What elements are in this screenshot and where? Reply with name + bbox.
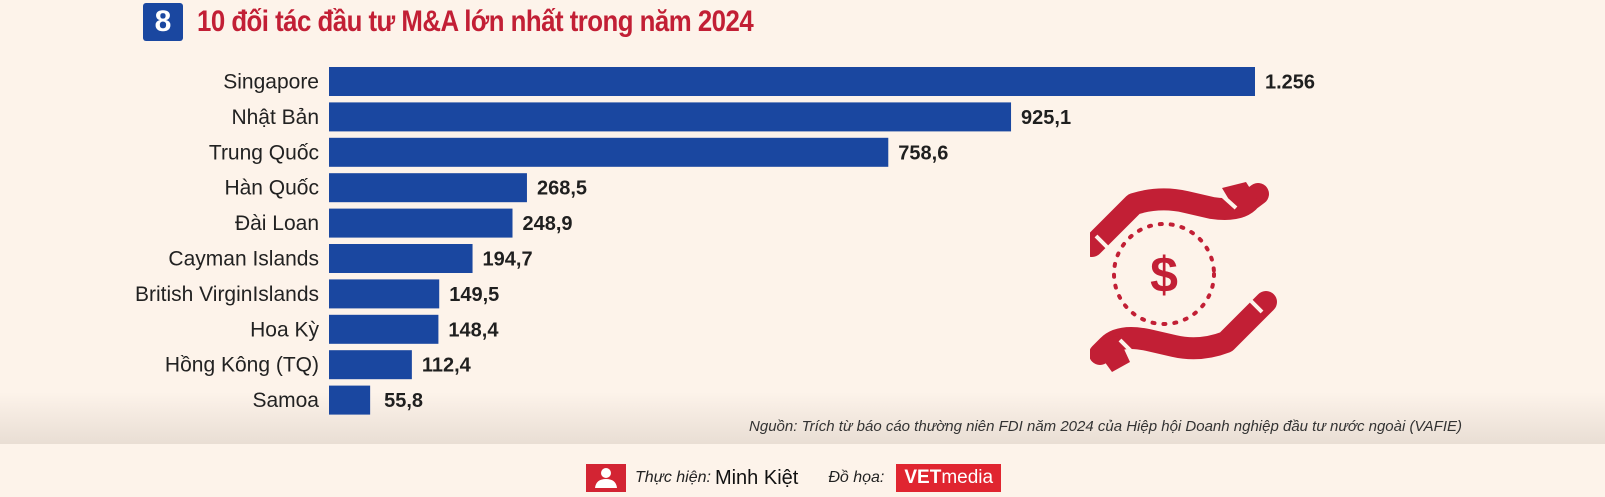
bar xyxy=(329,279,440,309)
footer-shadow xyxy=(0,392,1605,444)
bar xyxy=(329,314,439,344)
category-label: Cayman Islands xyxy=(168,248,319,271)
value-label: 148,4 xyxy=(448,319,499,341)
category-label: Hồng Kông (TQ) xyxy=(165,354,319,377)
bar xyxy=(329,244,473,273)
category-label: Singapore xyxy=(223,71,319,94)
source-note: Nguồn: Trích từ báo cáo thường niên FDI … xyxy=(749,418,1462,435)
value-label: 248,9 xyxy=(523,213,573,235)
credits-footer: Thực hiện: Minh Kiệt Đồ họa: VET media xyxy=(586,462,1002,494)
category-label: Trung Quốc xyxy=(209,141,319,164)
chart-title: 10 đối tác đầu tư M&A lớn nhất trong năm… xyxy=(197,5,754,38)
value-label: 149,5 xyxy=(449,284,499,306)
made-by-label: Thực hiện: xyxy=(635,469,711,486)
category-label: Đài Loan xyxy=(235,212,319,235)
value-label: 194,7 xyxy=(483,249,533,271)
logo-sub: media xyxy=(941,467,994,488)
category-label: Hoa Kỳ xyxy=(250,318,319,341)
bar xyxy=(329,350,412,380)
person-icon xyxy=(586,464,626,492)
value-label: 112,4 xyxy=(422,355,472,377)
chart-number-badge: 8 xyxy=(143,3,183,41)
vetmedia-logo: VET media xyxy=(896,464,1002,492)
svg-text:$: $ xyxy=(1150,247,1178,303)
bar xyxy=(329,173,527,203)
value-label: 1.256 xyxy=(1265,72,1315,94)
value-label: 268,5 xyxy=(537,178,587,200)
bar xyxy=(329,385,371,415)
bar xyxy=(329,102,1012,132)
hands-with-dollar-icon: $ xyxy=(1090,182,1277,372)
value-label: 758,6 xyxy=(898,142,948,164)
bar-chart: Singapore 1.256 Nhật Bản 925,1 Trung Quốc 758… xyxy=(135,67,1315,415)
made-by-name: Minh Kiệt xyxy=(714,466,799,489)
graphics-label: Đồ họa: xyxy=(828,469,885,486)
category-label: Samoa xyxy=(252,389,319,412)
category-label: Nhật Bản xyxy=(231,106,319,129)
bar xyxy=(329,208,513,238)
chart-header: 8 10 đối tác đầu tư M&A lớn nhất trong n… xyxy=(143,2,844,42)
category-label: British VirginIslands xyxy=(135,283,319,306)
category-label: Hàn Quốc xyxy=(224,177,319,200)
bar xyxy=(329,67,1255,96)
value-label: 55,8 xyxy=(384,390,423,412)
value-label: 925,1 xyxy=(1021,107,1071,129)
bar xyxy=(329,137,889,167)
logo-main: VET xyxy=(904,467,942,488)
